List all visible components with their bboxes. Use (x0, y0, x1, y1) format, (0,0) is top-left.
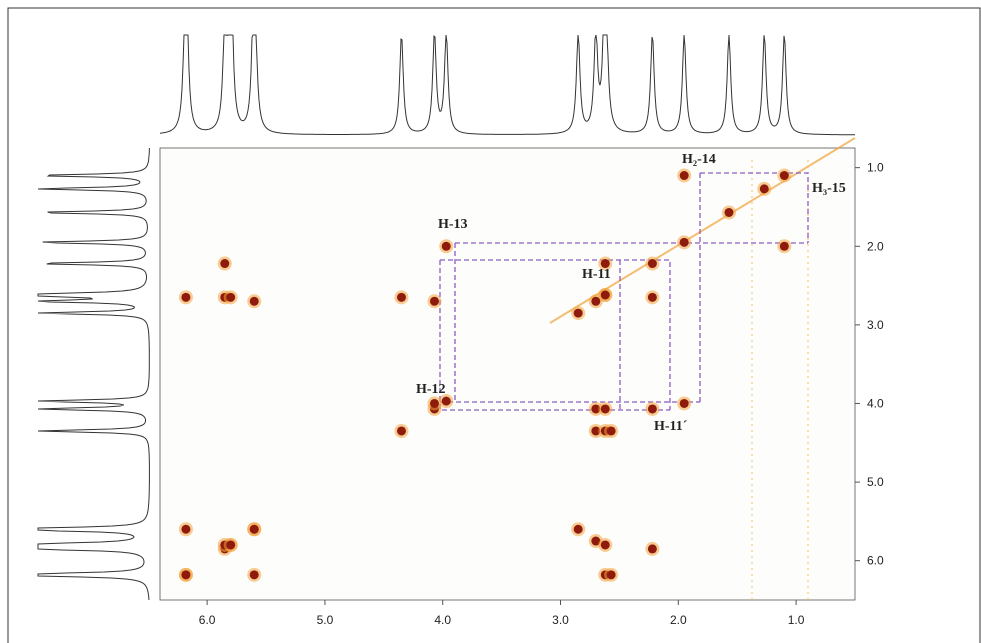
x-tick-label: 2.0 (670, 613, 687, 627)
peak (429, 296, 439, 306)
annotation: H-11´ (654, 419, 688, 434)
peak (600, 290, 610, 300)
peak (600, 259, 610, 269)
peak (220, 259, 230, 269)
plot-frame (159, 147, 856, 601)
peak (759, 184, 769, 194)
peak (647, 544, 657, 554)
peak (441, 396, 451, 406)
peak (441, 241, 451, 251)
peak (249, 570, 259, 580)
projection-top (159, 34, 855, 136)
peak (647, 292, 657, 302)
peak (600, 404, 610, 414)
y-tick-label: 2.0 (867, 239, 884, 253)
annotation: H₂-14 (682, 152, 716, 167)
annotation: H-13 (438, 217, 468, 232)
peak (429, 398, 439, 408)
projection-left (37, 148, 150, 600)
peak (249, 524, 259, 534)
annotation: H-11 (582, 267, 611, 282)
x-tick-label: 1.0 (788, 613, 805, 627)
peak (181, 524, 191, 534)
y-tick-label: 6.0 (867, 554, 884, 568)
peak (779, 171, 789, 181)
y-tick-label: 4.0 (867, 396, 884, 410)
correlation-lines (439, 172, 809, 411)
peak (226, 292, 236, 302)
y-tick-label: 1.0 (867, 161, 884, 175)
peak (679, 398, 689, 408)
peak (606, 426, 616, 436)
peak (591, 296, 601, 306)
peak (779, 241, 789, 251)
peak (181, 570, 191, 580)
peak (679, 171, 689, 181)
annotation: H₃-15 (812, 181, 846, 196)
peak (249, 296, 259, 306)
y-tick-label: 3.0 (867, 318, 884, 332)
page-frame (7, 7, 981, 643)
peak (573, 524, 583, 534)
x-tick-label: 4.0 (434, 613, 451, 627)
peak (591, 426, 601, 436)
peak (647, 404, 657, 414)
peak (647, 259, 657, 269)
x-tick-label: 6.0 (199, 613, 216, 627)
x-tick-label: 5.0 (317, 613, 334, 627)
peak (573, 308, 583, 318)
peak (396, 426, 406, 436)
peak (600, 540, 610, 550)
peak (591, 536, 601, 546)
peaks (178, 168, 792, 582)
peak (679, 237, 689, 247)
y-tick-label: 5.0 (867, 475, 884, 489)
peak (181, 292, 191, 302)
peak (606, 570, 616, 580)
peak (396, 292, 406, 302)
peak (724, 207, 734, 217)
x-tick-label: 3.0 (552, 613, 569, 627)
annotation: H-12 (416, 382, 446, 397)
correlation-path (439, 172, 809, 411)
peak (226, 540, 236, 550)
peak (591, 404, 601, 414)
